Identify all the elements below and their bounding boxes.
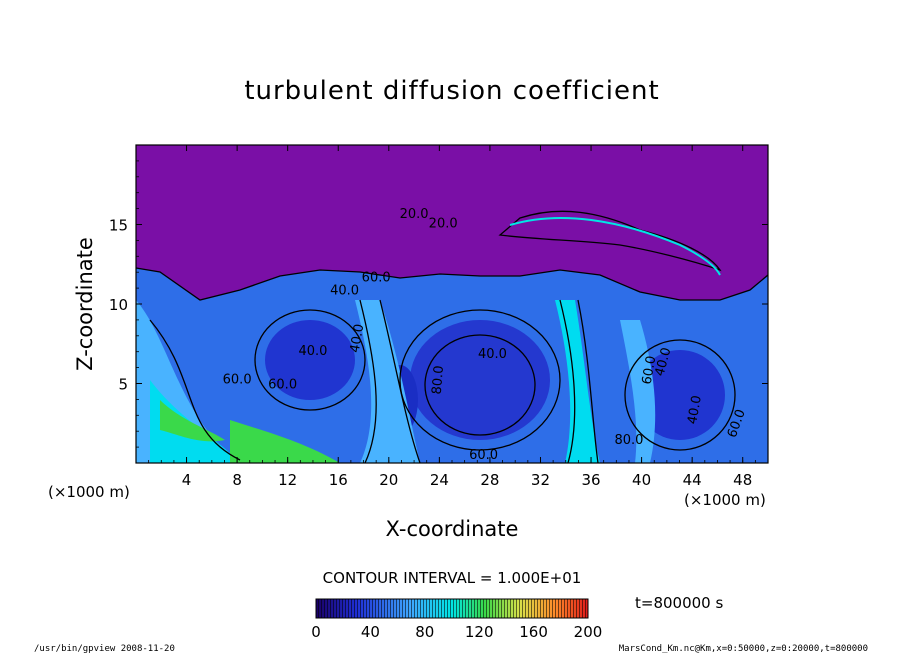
x-axis: 4 8 12 16 20 24 28 32 36 40 44 48 (135, 145, 769, 489)
x-tick-label-5: 24 (430, 471, 449, 489)
footer-right: MarsCond_Km.nc@Km,x=0:50000,z=0:20000,t=… (619, 644, 868, 654)
surface-green-1 (230, 420, 340, 463)
y-axis: 5 10 15 (109, 144, 768, 464)
cloud-edge (509, 217, 721, 276)
updraft-2 (555, 300, 600, 463)
contour-label-5: 40.0 (348, 323, 368, 354)
contour-label-15: 60.0 (469, 448, 498, 463)
chart-title: turbulent diffusion coefficient (244, 76, 660, 106)
y-axis-title: Z-coordinate (73, 237, 97, 371)
x-tick-label-10: 44 (683, 471, 702, 489)
x-tick-label-2: 12 (278, 471, 297, 489)
x-unit-label-left: (×1000 m) (48, 483, 130, 501)
eddy-core-1 (265, 320, 355, 400)
contour-label-6: 40.0 (478, 347, 507, 362)
colorbar-tick-label-5: 200 (574, 623, 603, 641)
updraft-1 (355, 300, 420, 463)
x-tick-label-6: 28 (480, 471, 499, 489)
contour-label-0: 20.0 (400, 207, 429, 222)
eddy-core-3 (635, 350, 725, 440)
colorbar-tick-label-4: 160 (519, 623, 548, 641)
y-tick-label-1: 10 (109, 296, 128, 314)
x-tick-label-7: 32 (531, 471, 550, 489)
updraft-3 (620, 320, 656, 463)
contour-label-2: 60.0 (362, 271, 391, 286)
eddy-core-2 (410, 320, 550, 440)
contour-label-3: 40.0 (330, 283, 359, 298)
contour-label-4: 40.0 (298, 344, 327, 359)
x-tick-label-1: 8 (232, 471, 242, 489)
heatmap-field (136, 145, 768, 463)
contour-interval-label: CONTOUR INTERVAL = 1.000E+01 (323, 569, 582, 587)
footer-left: /usr/bin/gpview 2008-11-20 (34, 644, 175, 654)
x-tick-label-11: 48 (733, 471, 752, 489)
y-tick-label-2: 15 (109, 217, 128, 235)
time-label: t=800000 s (635, 594, 723, 612)
x-unit-label-right: (×1000 m) (684, 491, 766, 509)
plume-left-green (160, 400, 225, 442)
x-tick-label-0: 4 (182, 471, 192, 489)
contour-label-12: 80.0 (614, 433, 643, 448)
colorbar-tick-label-2: 80 (415, 623, 434, 641)
contour-label-1: 20.0 (429, 217, 458, 232)
y-tick-label-0: 5 (118, 376, 128, 394)
colorbar-tick-label-3: 120 (465, 623, 494, 641)
contour-label-9: 40.0 (653, 346, 675, 378)
contour-label-10: 60.0 (223, 373, 252, 388)
colorbar-tick-label-0: 0 (311, 623, 321, 641)
colorbar-tick-label-1: 40 (361, 623, 380, 641)
x-tick-label-4: 20 (379, 471, 398, 489)
contour-label-11: 80.0 (430, 365, 447, 395)
x-tick-label-9: 40 (632, 471, 651, 489)
x-axis-title: X-coordinate (386, 517, 519, 541)
contour-label-13: 40.0 (685, 394, 705, 425)
contour-label-7: 60.0 (268, 377, 297, 392)
colorbar-ticks: 0 40 80 120 160 200 (311, 623, 602, 641)
x-tick-label-3: 16 (329, 471, 348, 489)
plume-left-cyan (150, 380, 240, 463)
x-tick-label-8: 36 (581, 471, 600, 489)
contour-lines (136, 210, 768, 463)
contour-label-8: 60.0 (640, 355, 660, 386)
